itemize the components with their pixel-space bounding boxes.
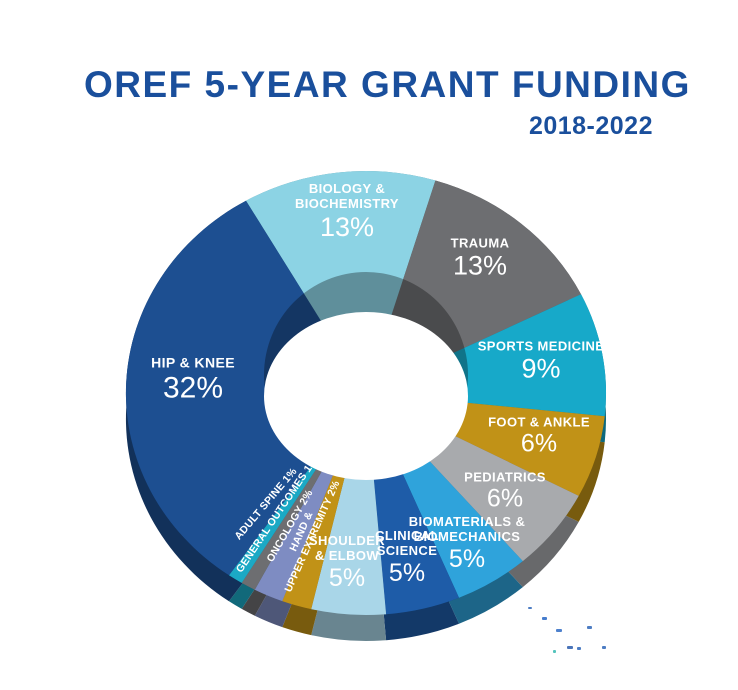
slice-biology-biochemistry xyxy=(246,170,436,393)
artifact-speck xyxy=(528,607,532,609)
donut-top-face xyxy=(125,170,607,615)
slice-pediatrics xyxy=(366,393,579,562)
artifact-speck xyxy=(587,626,592,629)
artifact-speck xyxy=(577,647,581,650)
slice-trauma xyxy=(366,180,581,393)
slice-hand-upper-extremity xyxy=(282,393,366,610)
artifact-speck xyxy=(567,646,573,649)
slice-general-outcomes xyxy=(241,393,366,590)
artifact-speck xyxy=(556,629,562,632)
slice-clinical-science xyxy=(366,393,459,615)
subtitle: 2018-2022 xyxy=(528,112,653,140)
slice-oncology xyxy=(254,393,366,602)
slice-adult-spine xyxy=(229,393,366,583)
slice-shoulder-elbow xyxy=(311,393,387,615)
artifact-speck xyxy=(602,646,606,649)
page-title: OREF 5-YEAR GRANT FUNDING xyxy=(84,64,691,105)
slice-foot-ankle xyxy=(366,393,605,496)
donut-body xyxy=(125,170,607,641)
artifact-speck xyxy=(553,650,556,653)
slice-hip-knee xyxy=(125,200,366,576)
slice-sports-medicine xyxy=(366,294,607,417)
slice-biomaterials-biomechanics xyxy=(366,393,523,598)
artifact-speck xyxy=(542,617,547,620)
